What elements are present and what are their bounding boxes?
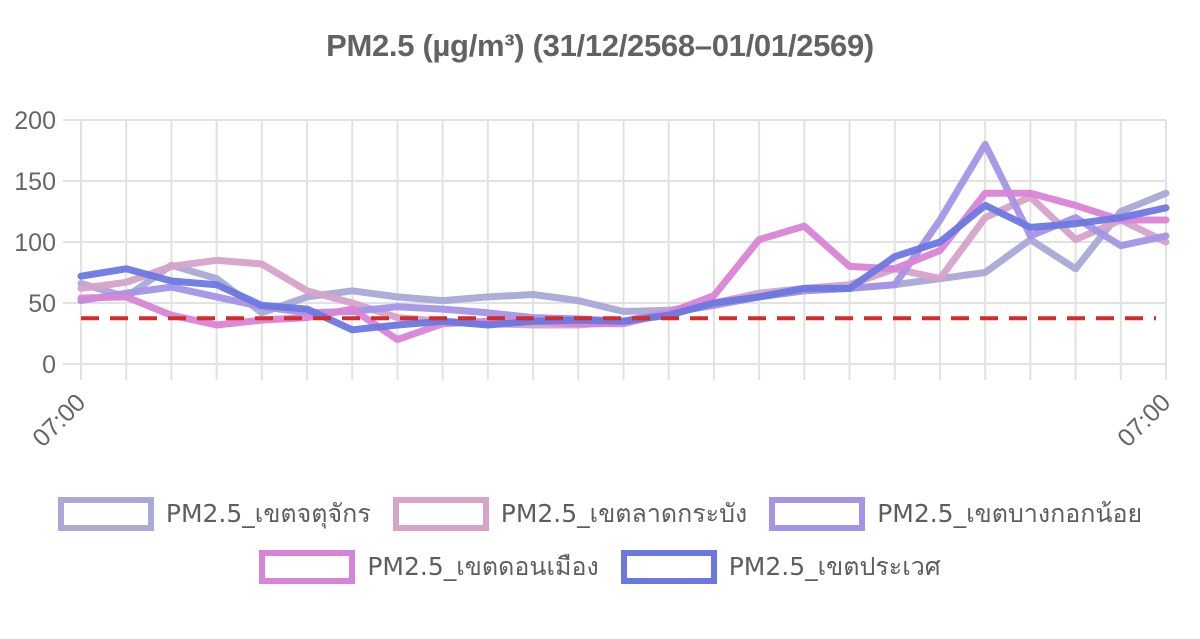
legend-item-chatuchak[interactable]: PM2.5_เขตจตุจักร xyxy=(57,494,371,534)
legend-swatch-icon xyxy=(769,497,866,531)
chart-title: PM2.5 (µg/m³) (31/12/2568–01/01/2569) xyxy=(326,28,874,63)
legend-swatch-icon xyxy=(259,550,356,584)
x-tick-label: 07:00 xyxy=(27,388,91,452)
y-tick-label: 100 xyxy=(14,229,56,257)
legend-swatch-icon xyxy=(392,497,489,531)
x-tick-label: 07:00 xyxy=(1112,388,1176,452)
legend-label: PM2.5_เขตประเวศ xyxy=(728,552,941,581)
series-lines xyxy=(77,140,1170,344)
legend-row-1: PM2.5_เขตจตุจักร PM2.5_เขตลาดกระบัง PM2.… xyxy=(0,494,1200,534)
y-axis: 0 50 100 150 200 xyxy=(14,107,56,379)
line-chart: 0 50 100 150 200 07:00 07:00 xyxy=(14,107,1176,452)
legend-label: PM2.5_เขตลาดกระบัง xyxy=(500,499,748,528)
y-tick-label: 0 xyxy=(42,351,56,379)
legend-swatch-icon xyxy=(57,497,154,531)
legend-swatch-icon xyxy=(620,550,717,584)
y-tick-label: 50 xyxy=(28,290,56,318)
legend-item-prawet[interactable]: PM2.5_เขตประเวศ xyxy=(620,547,941,587)
legend-label: PM2.5_เขตจตุจักร xyxy=(165,499,371,528)
x-axis: 07:00 07:00 xyxy=(27,388,1176,452)
series-line xyxy=(77,189,1170,317)
chart-grid xyxy=(63,119,1167,380)
legend-item-bangkok-noi[interactable]: PM2.5_เขตบางกอกน้อย xyxy=(769,494,1142,534)
legend-row-2: PM2.5_เขตดอนเมือง PM2.5_เขตประเวศ xyxy=(0,547,1200,587)
legend-item-lat-krabang[interactable]: PM2.5_เขตลาดกระบัง xyxy=(392,494,748,534)
y-tick-label: 150 xyxy=(14,168,56,196)
legend-label: PM2.5_เขตดอนเมือง xyxy=(367,552,599,581)
y-tick-label: 200 xyxy=(14,107,56,135)
legend-label: PM2.5_เขตบางกอกน้อย xyxy=(877,499,1143,528)
series-line xyxy=(77,201,1170,334)
legend-item-don-mueang[interactable]: PM2.5_เขตดอนเมือง xyxy=(259,547,599,587)
